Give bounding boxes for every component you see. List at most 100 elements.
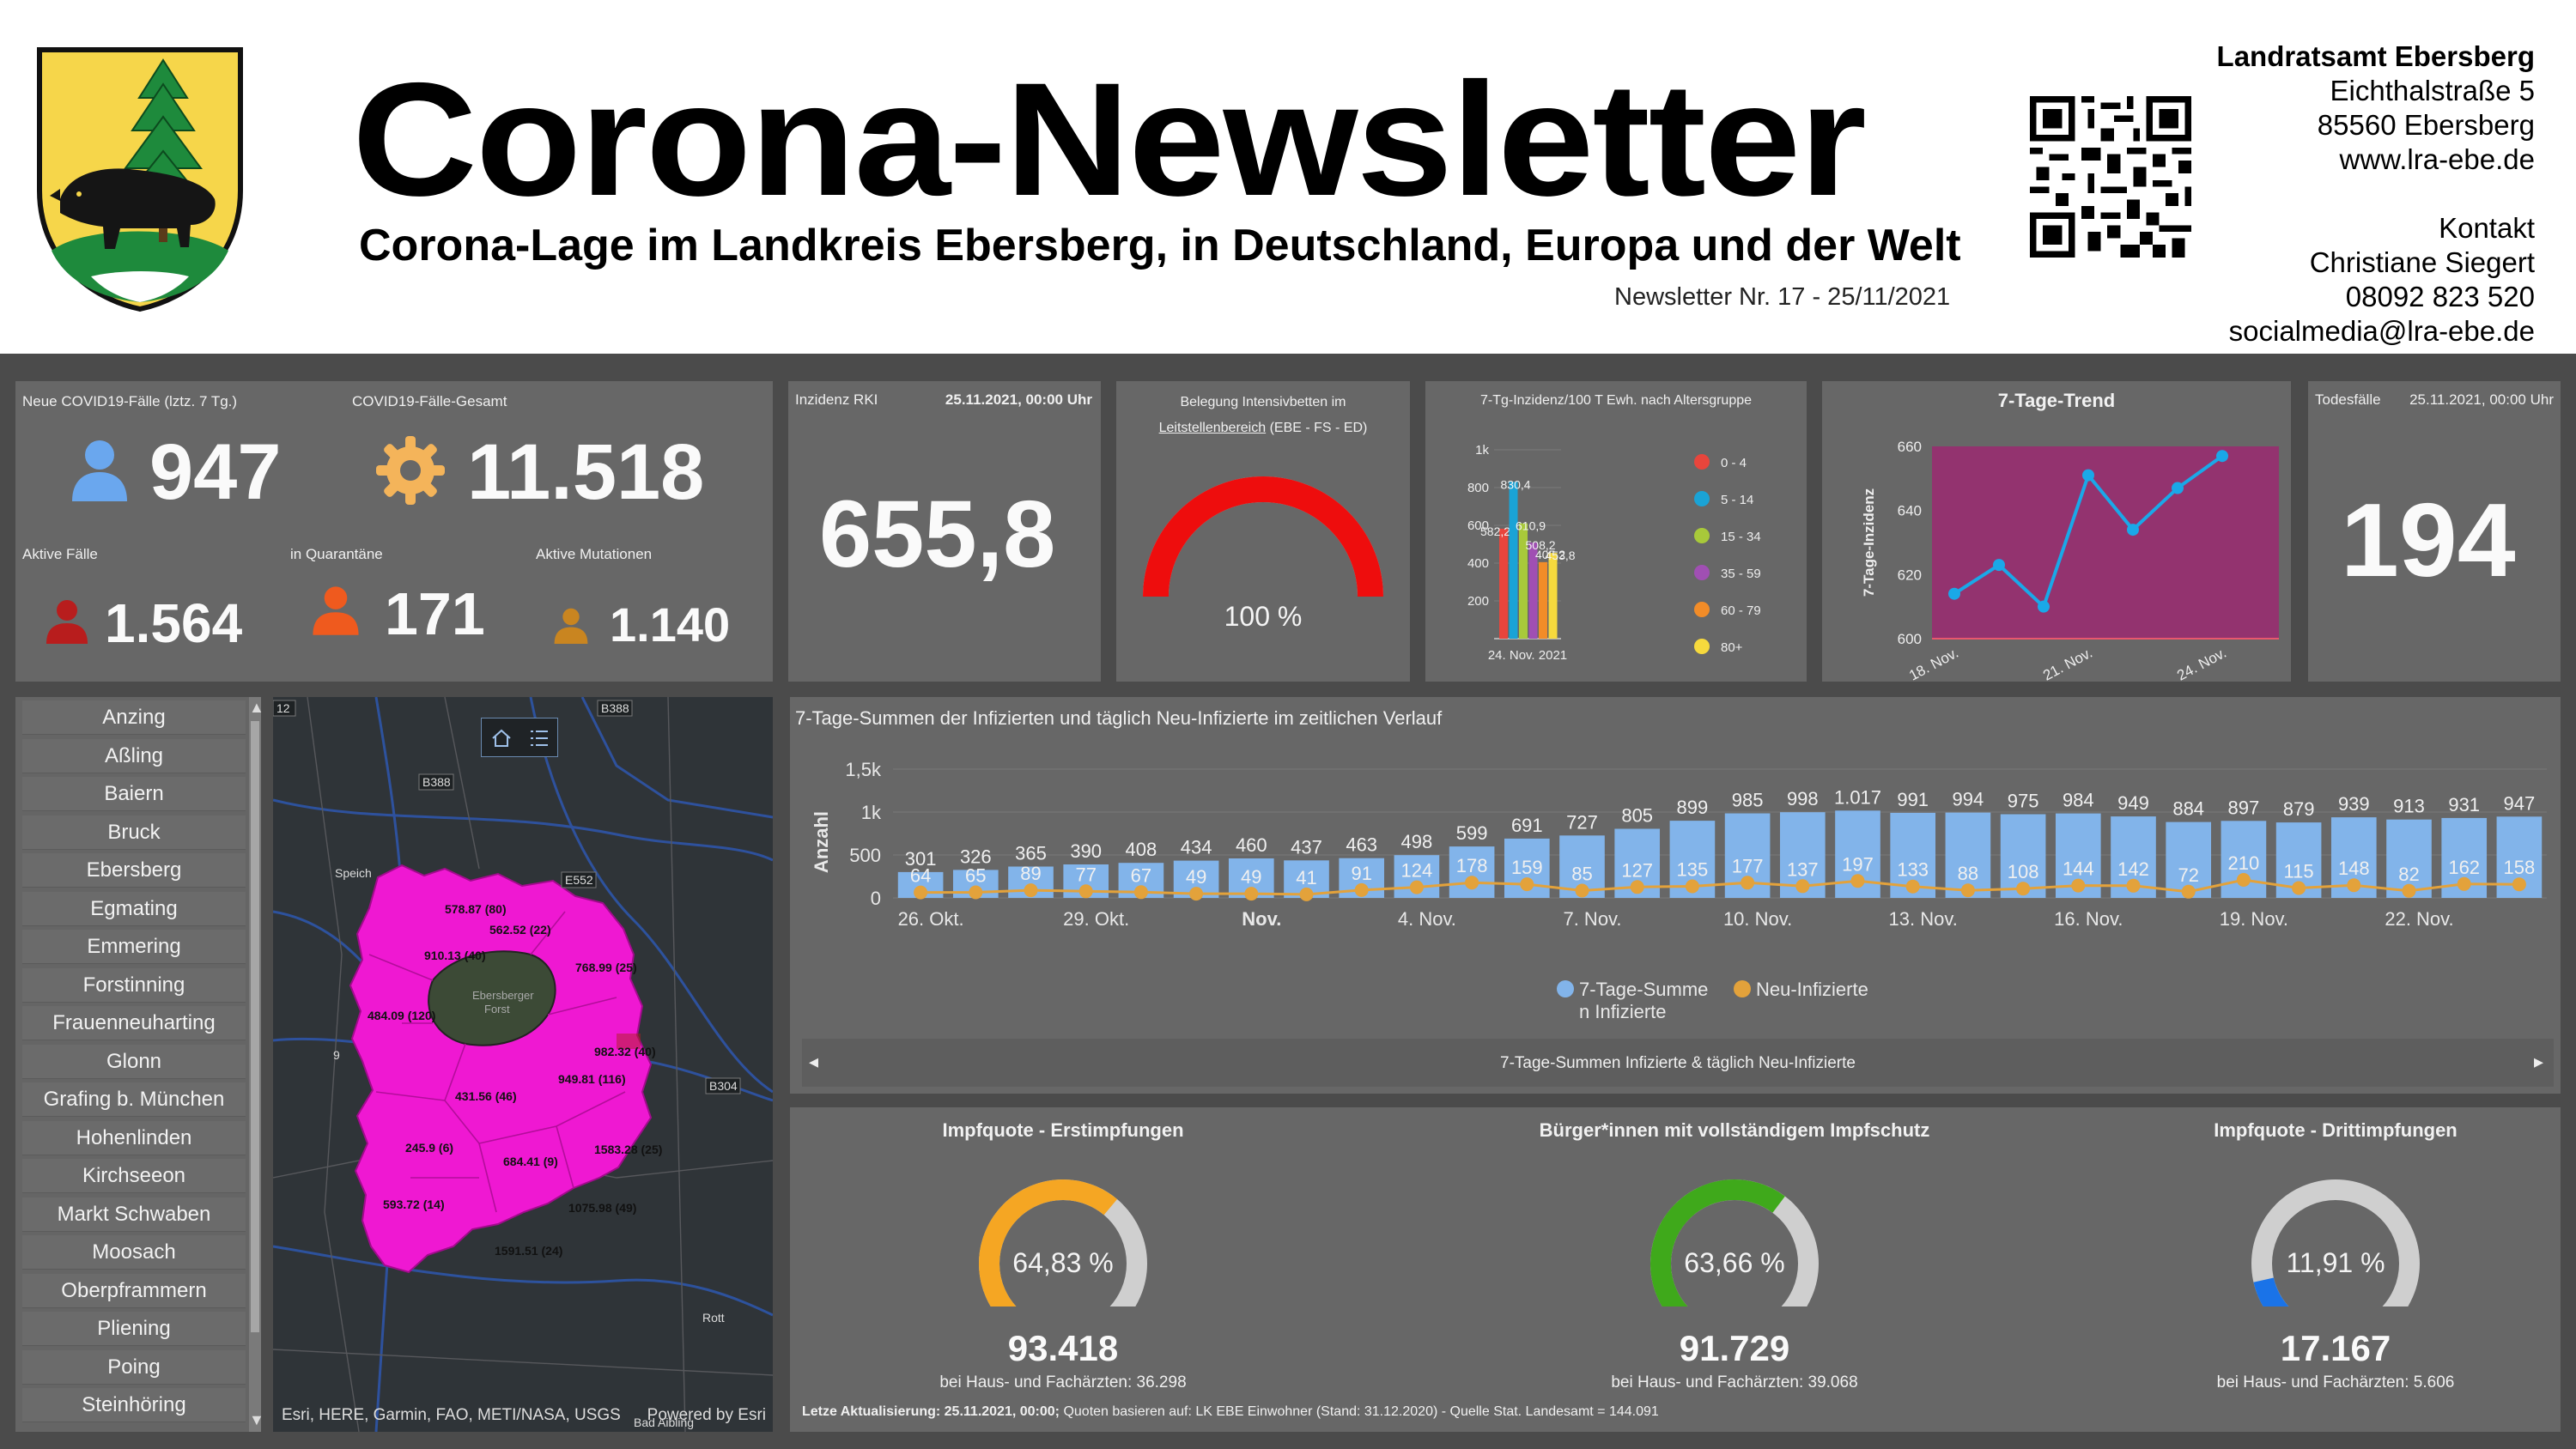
new-cases-value-label: 67 — [1131, 864, 1151, 886]
trend7-x-tick: 24. Nov. — [2174, 645, 2229, 682]
new-cases-point — [1685, 879, 1699, 894]
legend-list-icon[interactable] — [528, 727, 550, 749]
email-link[interactable]: socialmedia@lra-ebe.de — [2228, 315, 2535, 347]
municipality-item[interactable]: Emmering — [22, 930, 246, 964]
new-cases-value-label: 115 — [2284, 861, 2314, 882]
municipality-item[interactable]: Markt Schwaben — [22, 1197, 246, 1232]
municipality-item[interactable]: Anzing — [22, 700, 246, 735]
deaths-label: Todesfälle — [2315, 391, 2381, 408]
incidence-label: Inzidenz RKI — [795, 391, 878, 408]
trend7-plot-area — [1932, 446, 2279, 639]
municipality-item[interactable]: Steinhöring — [22, 1388, 246, 1422]
svg-text:B304: B304 — [709, 1079, 738, 1093]
x-tick-label: 7. Nov. — [1563, 908, 1621, 930]
sum-value-label: 931 — [2448, 794, 2480, 815]
y-tick-label: 1k — [861, 802, 882, 823]
municipality-item[interactable]: Poing — [22, 1349, 246, 1385]
municipality-item[interactable]: Kirchseeon — [22, 1159, 246, 1193]
agegroup-value-label: 508,2 — [1526, 538, 1556, 552]
pager-prev-icon[interactable]: ◂ — [809, 1051, 819, 1072]
chart-pager: ◂ 7-Tage-Summen Infizierte & täglich Neu… — [802, 1039, 2554, 1087]
municipality-item[interactable]: Aßling — [22, 738, 246, 773]
scrollbar-thumb[interactable] — [251, 721, 259, 1332]
svg-text:578.87 (80): 578.87 (80) — [445, 902, 507, 916]
municipality-item[interactable]: Baiern — [22, 777, 246, 811]
sum-value-label: 301 — [905, 848, 937, 870]
map-canvas[interactable]: B388 B388 E552 B304 12 9 Speich Rott Bad… — [273, 697, 773, 1432]
municipality-item[interactable]: Frauenneuharting — [22, 1006, 246, 1040]
x-tick-label: 22. Nov. — [2385, 908, 2453, 930]
agegroup-bar — [1548, 553, 1558, 639]
trend7-y-tick: 620 — [1898, 567, 1922, 583]
vaccination-title: Bürger*innen mit vollständigem Impfschut… — [1539, 1119, 1930, 1141]
new-cases-point — [1354, 882, 1369, 897]
trend7-title: 7-Tage-Trend — [1997, 390, 2116, 411]
svg-text:B388: B388 — [422, 775, 451, 789]
icu-panel: Belegung Intensivbetten im Leitstellenbe… — [1116, 381, 1410, 682]
new-cases-point — [1850, 874, 1865, 888]
legend-swatch — [1694, 528, 1710, 543]
municipality-item[interactable]: Moosach — [22, 1235, 246, 1270]
scroll-down-icon[interactable]: ▼ — [249, 1411, 264, 1428]
sum-value-label: 947 — [2504, 792, 2536, 814]
trend7-y-tick: 600 — [1898, 631, 1922, 647]
map-road-labels: B388 B388 E552 B304 12 9 Speich Rott Bad… — [273, 700, 741, 1429]
icu-region-link[interactable]: Leitstellenbereich — [1158, 421, 1267, 435]
municipality-item[interactable]: Egmating — [22, 891, 246, 926]
legend-label: 5 - 14 — [1721, 493, 1753, 507]
svg-text:Speich: Speich — [335, 866, 372, 880]
page-subtitle: Corona-Lage im Landkreis Ebersberg, in D… — [359, 221, 1961, 270]
y-tick-label: 1,5k — [845, 759, 882, 780]
trend7-panel: 7-Tage-Trend 660 640 620 600 7-Tage-Inzidenz… — [1822, 381, 2291, 682]
sum-value-label: 913 — [2393, 796, 2425, 817]
new-cases-point — [1741, 876, 1755, 890]
y-tick-label: 800 — [1467, 481, 1489, 495]
pager-next-icon[interactable]: ▸ — [2533, 1051, 2543, 1072]
virus-icon — [376, 436, 445, 505]
sum-value-label: 991 — [1897, 789, 1929, 810]
municipality-item[interactable]: Pliening — [22, 1312, 246, 1346]
legend-swatch-new — [1734, 980, 1751, 997]
map-attribution: Esri, HERE, Garmin, FAO, METI/NASA, USGS — [282, 1406, 621, 1424]
new-cases-value-label: 89 — [1020, 863, 1041, 884]
municipality-item[interactable]: Bruck — [22, 815, 246, 850]
municipality-incidence-labels: 578.87 (80) 562.52 (22) 910.13 (40) 768.… — [368, 902, 662, 1258]
website-link[interactable]: www.lra-ebe.de — [2339, 143, 2535, 175]
legend-label: 0 - 4 — [1721, 456, 1747, 470]
new-cases-point — [2347, 878, 2361, 893]
home-icon[interactable] — [490, 727, 513, 749]
new-cases-value-label: 148 — [2338, 858, 2370, 879]
new-cases-value-label: 72 — [2178, 864, 2198, 886]
new-cases-line — [920, 878, 2519, 896]
municipality-item[interactable]: Grafing b. München — [22, 1082, 246, 1117]
scroll-up-icon[interactable]: ▲ — [249, 699, 264, 716]
new-cases-value: 947 — [149, 428, 282, 516]
svg-text:12: 12 — [276, 701, 290, 715]
gauge-percent: 11,91 % — [2286, 1247, 2385, 1278]
new-cases-value-label: 65 — [965, 865, 986, 887]
forest-label-2: Forst — [484, 1003, 510, 1016]
new-cases-value-label: 142 — [2117, 858, 2149, 880]
municipality-item[interactable]: Oberpframmern — [22, 1273, 246, 1308]
municipality-item[interactable]: Ebersberg — [22, 853, 246, 888]
new-cases-value-label: 85 — [1571, 864, 1592, 885]
new-cases-value-label: 88 — [1958, 863, 1978, 884]
y-tick-label: 600 — [1467, 518, 1489, 533]
new-cases-value-label: 133 — [1897, 859, 1929, 881]
district-map[interactable]: B388 B388 E552 B304 12 9 Speich Rott Bad… — [273, 697, 773, 1432]
agegroup-bar — [1539, 561, 1547, 639]
cases-trend-chart: 1,5k 1k 500 0 Anzahl 301 326 365 390 408 434 460 437… — [811, 759, 2547, 1022]
new-cases-point — [1133, 885, 1148, 900]
gauge-percent: 64,83 % — [1012, 1247, 1113, 1278]
svg-text:1075.98 (49): 1075.98 (49) — [568, 1201, 636, 1215]
qr-code[interactable] — [2030, 96, 2191, 258]
x-tick-label: 26. Okt. — [898, 908, 964, 930]
sum-value-label: 460 — [1236, 834, 1267, 856]
municipality-item[interactable]: Hohenlinden — [22, 1120, 246, 1155]
agegroup-value-label: 582,2 — [1480, 524, 1510, 538]
municipality-item[interactable]: Glonn — [22, 1044, 246, 1079]
mutations-label: Aktive Mutationen — [536, 546, 653, 562]
street: Eichthalstraße 5 — [2330, 75, 2535, 106]
new-cases-point — [2236, 873, 2251, 887]
municipality-item[interactable]: Forstinning — [22, 967, 246, 1003]
